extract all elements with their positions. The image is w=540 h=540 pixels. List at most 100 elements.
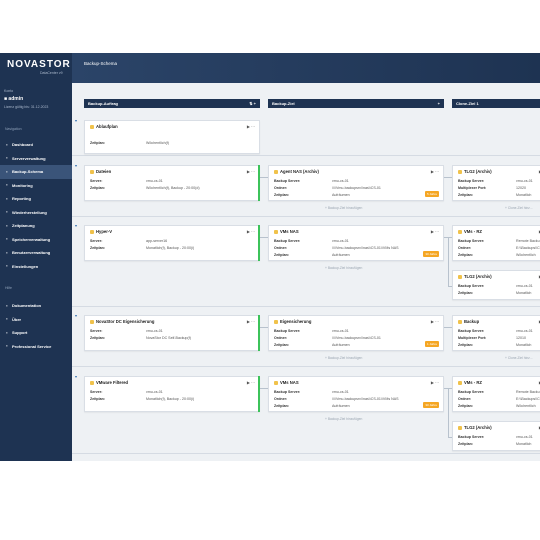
backup-job-card-title: VMware Filtered [90,380,128,385]
add-clone-target-link[interactable]: + Clone-Ziel hinz... [505,356,533,360]
sidebar-item-dokumentation[interactable]: ▪ Dokumentation [0,299,72,313]
sidebar-item-wiederherstellung[interactable]: ▪ Wiederherstellung [0,206,72,220]
sidebar-item-support[interactable]: ▪ Support [0,326,72,340]
gear-icon: ▪ [6,263,8,269]
sidebar-item-label: Support [12,330,28,336]
backup-job-card-title: NovaStor DC Eigensicherung [90,319,154,324]
clone-target-card[interactable]: VMs - RZ▶ ···Backup Server:Remote BackuO… [452,376,540,412]
add-backup-target-link[interactable]: + Backup-Ziel hinzufügen [325,266,363,270]
retention-badge: 30 Jahre [423,251,439,257]
run-menu-controls[interactable]: ▶ ··· [430,229,439,234]
backup-target-card[interactable]: VMs NAS ▶ ··· Backup Server: vmu-cs-01 Ordne… [268,225,444,261]
sidebar-item-serververwaltung[interactable]: ▪ Serververwaltung [0,152,72,166]
clone-target-card[interactable]: TLG2 (Archiv)▶ ···Backup Server:vmu-cs-0… [452,165,540,201]
sidebar-item-label: Einstellungen [12,263,39,269]
expand-row-icon[interactable]: ▾ [75,313,78,318]
status-indicator [258,225,260,261]
logo-subtitle: DataCenter v9 [40,71,63,75]
sidebar-item-speicherverwaltung[interactable]: ▪ Speicherverwaltung [0,233,72,247]
sidebar-item-zeitplanung[interactable]: ▪ Zeitplanung [0,219,72,233]
backup-target-card-title: Agent NAS (Archiv) [274,169,319,174]
folder-icon [274,319,278,324]
status-indicator [258,376,260,412]
row-divider [72,216,540,217]
user-name[interactable]: ■ admin [4,96,24,102]
sort-add-buttons[interactable]: ⇅ + [249,101,256,106]
backup-target-card-title: VMs NAS [274,229,299,234]
sidebar-item-einstellungen[interactable]: ▪ Einstellungen [0,260,72,274]
run-menu-controls[interactable]: ▶ ··· [246,124,255,129]
sidebar-item-dashboard[interactable]: ▪ Dashboard [0,138,72,152]
expand-row-icon[interactable]: ▾ [75,223,78,228]
connector-line [260,177,268,178]
backup-job-card[interactable]: NovaStor DC Eigensicherung ▶ ··· Server: vm… [84,315,260,351]
restore-icon: ▪ [6,209,8,215]
run-menu-controls[interactable]: ▶ ··· [539,274,540,279]
clone-target-card[interactable]: VMs - RZ▶ ···Backup Server:Remote BackuO… [452,225,540,261]
sidebar-item-label: Serververwaltung [12,155,46,161]
folder-icon [458,319,462,324]
sidebar-item-label: Über [12,316,22,322]
run-menu-controls[interactable]: ▶ ··· [430,380,439,385]
backup-target-card[interactable]: Agent NAS (Archiv) ▶ ··· Backup Server: vmu… [268,165,444,201]
run-menu-controls[interactable]: ▶ ··· [246,319,255,324]
run-menu-controls[interactable]: ▶ ··· [539,380,540,385]
row-divider [72,306,540,307]
run-menu-controls[interactable]: ▶ ··· [246,229,255,234]
storage-icon: ▪ [6,236,8,242]
connector-line [448,437,452,438]
sidebar-item-label: Zeitplanung [12,223,35,229]
run-menu-controls[interactable]: ▶ ··· [539,319,540,324]
sidebar-item-über[interactable]: ▪ Über [0,313,72,327]
sidebar-item-benutzerverwaltung[interactable]: ▪ Benutzerverwaltung [0,246,72,260]
run-menu-controls[interactable]: ▶ ··· [246,380,255,385]
connector-line [444,177,452,178]
run-menu-controls[interactable]: ▶ ··· [246,169,255,174]
row-divider [72,366,540,367]
main-nav: ▪ Dashboard ▪ Serververwaltung ▪ Backup-Schem… [0,138,72,273]
add-backup-target-link[interactable]: + Backup-Ziel hinzufügen [325,356,363,360]
run-menu-controls[interactable]: ▶ ··· [539,425,540,430]
backup-job-card[interactable]: Dateien ▶ ··· Server: vmu-cs-01 Zeitplan: Wöc… [84,165,260,201]
run-menu-controls[interactable]: ▶ ··· [539,169,540,174]
expand-row-icon[interactable]: ▾ [75,118,78,123]
clone-target-card[interactable]: TLG2 (Archiv)▶ ···Backup Server:vmu-cs-0… [452,421,540,451]
clone-target-card-title: TLG2 (Archiv) [458,169,492,174]
backup-job-card[interactable]: VMware Filtered ▶ ··· Server: vmu-cs-01 Zeit… [84,376,260,412]
license-info: Lizenz gültig bis: 31.12.2023 [4,105,49,109]
page-title: Backup-Schema [84,61,118,66]
add-target-button[interactable]: + [437,101,440,106]
connector-line [260,327,268,328]
run-menu-controls[interactable]: ▶ ··· [430,169,439,174]
user-box: Konto ■ admin Lizenz gültig bis: 31.12.2… [4,89,70,109]
expand-row-icon[interactable]: ▾ [75,163,78,168]
backup-target-card-title: Eigensicherung [274,319,311,324]
backup-target-card[interactable]: Eigensicherung ▶ ··· Backup Server: vmu-cs-… [268,315,444,351]
add-backup-target-link[interactable]: + Backup-Ziel hinzufügen [325,206,363,210]
column-header-backup-target: Backup-Ziel + [268,99,444,108]
nav-section-title: Navigation [5,127,22,131]
expand-row-icon[interactable]: ▾ [75,374,78,379]
column-header-clone-target: Clone-Ziel 1 [452,99,540,108]
sidebar-item-professional-service[interactable]: ▪ Professional Service [0,340,72,354]
connector-line [448,388,449,438]
run-menu-controls[interactable]: ▶ ··· [430,319,439,324]
backup-job-card[interactable]: Hyper-V ▶ ··· Server: app-server16 Zeitplan:… [84,225,260,261]
sidebar-item-monitoring[interactable]: ▪ Monitoring [0,179,72,193]
connector-line [260,237,268,238]
clone-target-card[interactable]: Backup▶ ···Backup Server:vmu-cs-01Multip… [452,315,540,351]
backup-job-card[interactable]: Ablaufplan ▶ ··· Zeitplan: Wöchentlich(f) [84,120,260,154]
backup-target-card[interactable]: VMs NAS ▶ ··· Backup Server: vmu-cs-01 Ordne… [268,376,444,412]
run-menu-controls[interactable]: ▶ ··· [539,229,540,234]
sidebar-item-backup-schema[interactable]: ▪ Backup-Schema [0,165,72,179]
folder-icon [90,380,94,385]
retention-badge: 30 Jahre [423,402,439,408]
add-backup-target-link[interactable]: + Backup-Ziel hinzufügen [325,417,363,421]
retention-badge: 1 Jahre [424,341,439,347]
add-clone-target-link[interactable]: + Clone-Ziel hinz... [505,206,533,210]
connector-line [260,388,268,389]
clone-target-card[interactable]: TLG2 (Archiv)▶ ···Backup Server:vmu-cs-0… [452,270,540,300]
sidebar-item-reporting[interactable]: ▪ Reporting [0,192,72,206]
retention-badge: 5 Jahre [424,191,439,197]
dashboard-icon: ▪ [6,141,8,147]
